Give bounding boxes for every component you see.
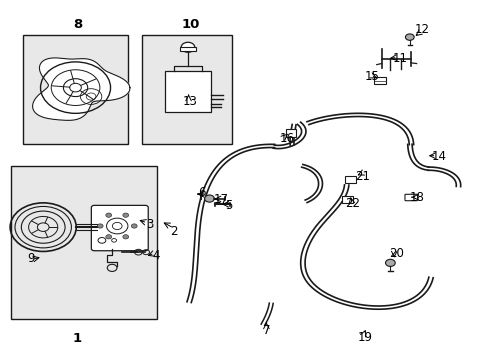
Circle shape [97, 224, 103, 228]
Text: 20: 20 [388, 247, 403, 260]
FancyBboxPatch shape [404, 194, 417, 201]
Text: 11: 11 [392, 52, 407, 65]
Text: 9: 9 [27, 252, 34, 265]
Bar [11, 166, 157, 319]
FancyBboxPatch shape [91, 205, 148, 251]
Text: 17: 17 [213, 193, 228, 206]
Text: 13: 13 [182, 95, 197, 108]
Circle shape [131, 224, 137, 228]
Text: 2: 2 [170, 225, 177, 238]
Bar [180, 47, 195, 51]
Bar [164, 71, 211, 112]
Circle shape [405, 34, 413, 40]
Polygon shape [33, 58, 130, 120]
Text: 7: 7 [262, 324, 269, 337]
Bar [286, 129, 295, 137]
Text: 6: 6 [198, 186, 205, 199]
Bar [373, 77, 385, 84]
Text: 22: 22 [344, 197, 359, 210]
Circle shape [122, 235, 128, 239]
Circle shape [204, 195, 214, 202]
Bar [344, 176, 356, 183]
Text: 4: 4 [152, 248, 160, 261]
Text: 15: 15 [364, 70, 379, 83]
Text: 12: 12 [414, 23, 428, 36]
Bar [23, 35, 127, 144]
Circle shape [385, 259, 394, 266]
Bar [142, 35, 232, 144]
Circle shape [122, 213, 128, 217]
Text: 8: 8 [73, 18, 82, 31]
Text: 3: 3 [146, 218, 153, 231]
Text: 19: 19 [357, 331, 372, 344]
Text: 21: 21 [354, 170, 369, 183]
Text: 10: 10 [182, 18, 200, 31]
Circle shape [105, 213, 111, 217]
Text: 5: 5 [225, 198, 232, 212]
Text: 14: 14 [430, 150, 446, 163]
Text: 16: 16 [279, 132, 294, 145]
Text: 1: 1 [72, 333, 81, 346]
Circle shape [105, 235, 111, 239]
Text: 18: 18 [409, 192, 424, 204]
Bar [341, 196, 353, 203]
Circle shape [181, 42, 194, 52]
